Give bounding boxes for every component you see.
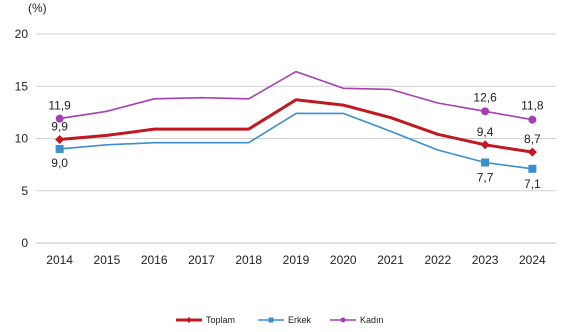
x-tick-label: 2014 [46, 253, 73, 267]
y-axis-unit-label: (%) [28, 1, 47, 15]
legend-item-erkek: Erkek [258, 315, 312, 325]
gridlines [36, 33, 556, 192]
data-label: 7,7 [477, 171, 494, 185]
data-label: 7,1 [524, 177, 541, 191]
x-tick-label: 2015 [94, 253, 121, 267]
data-label: 11,9 [48, 99, 71, 113]
x-tick-label: 2022 [424, 253, 451, 267]
data-point-erkek [528, 164, 537, 173]
axes: 0 5 10 15 20 2014 2015 2016 2017 2018 2019 2020 2021… [15, 27, 556, 267]
data-point-kadn [55, 114, 64, 123]
data-point-kadn [481, 107, 490, 116]
legend-marker-erkek [268, 317, 274, 323]
series-kadn [55, 70, 537, 124]
legend-item-toplam: Toplam [176, 315, 235, 325]
y-tick-label: 15 [15, 79, 29, 93]
series-line-erkek [58, 112, 534, 170]
x-tick-label: 2017 [188, 253, 215, 267]
data-label: 8,7 [524, 132, 541, 146]
series-line-toplam [58, 98, 534, 154]
data-label: 9,9 [51, 120, 68, 134]
x-tick-label: 2023 [472, 253, 499, 267]
y-tick-label: 20 [15, 27, 29, 41]
y-tick-label: 10 [15, 132, 29, 146]
data-labels: 11,9 9,9 9,0 12,6 9,4 7,7 11,8 8,7 7,1 [48, 90, 544, 190]
series-lines [55, 70, 537, 173]
series-line-kadn [58, 70, 534, 121]
data-point-toplam [480, 140, 490, 150]
legend-label-kadn: Kadın [360, 315, 384, 325]
legend-marker-toplam [186, 317, 192, 323]
y-tick-label: 5 [21, 184, 28, 198]
data-label: 9,0 [51, 156, 68, 170]
x-tick-label: 2021 [377, 253, 404, 267]
data-label: 11,8 [521, 99, 544, 113]
data-point-erkek [55, 144, 64, 153]
legend: Toplam Erkek Kadın [176, 315, 384, 325]
x-tick-label: 2016 [141, 253, 168, 267]
data-point-toplam [527, 147, 537, 157]
legend-label-erkek: Erkek [288, 315, 312, 325]
series-erkek [55, 112, 537, 173]
data-label: 12,6 [473, 90, 497, 104]
x-tick-label: 2020 [330, 253, 357, 267]
legend-label-toplam: Toplam [206, 315, 235, 325]
data-label: 9,4 [477, 125, 494, 139]
series-toplam [55, 98, 537, 157]
y-tick-label: 0 [21, 236, 28, 250]
x-tick-label: 2024 [519, 253, 546, 267]
legend-marker-kadn [340, 317, 346, 323]
x-tick-label: 2018 [235, 253, 262, 267]
x-tick-label: 2019 [283, 253, 310, 267]
data-point-kadn [528, 115, 537, 124]
legend-item-kadn: Kadın [330, 315, 384, 325]
data-point-toplam [55, 135, 65, 145]
data-point-erkek [481, 158, 490, 167]
